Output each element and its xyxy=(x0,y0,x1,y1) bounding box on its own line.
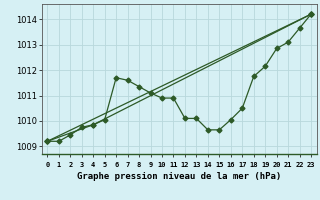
X-axis label: Graphe pression niveau de la mer (hPa): Graphe pression niveau de la mer (hPa) xyxy=(77,172,281,181)
